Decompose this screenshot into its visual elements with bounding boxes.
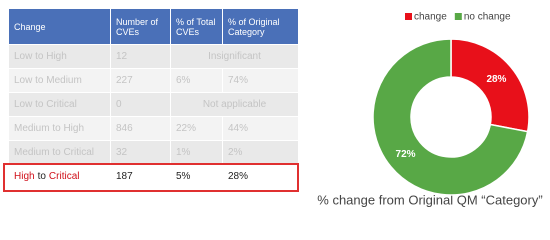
cell-part: to (37, 171, 46, 182)
header-row: Change Number of CVEs% of Total CVEs% of … (8, 8, 299, 45)
cell-part: Critical (48, 171, 80, 182)
table-row: Low to Medium 227 6% 74% (8, 68, 299, 93)
legend-label: change (414, 12, 447, 23)
header-cell: Change (8, 8, 111, 45)
table-cell: 32 (110, 140, 171, 165)
table-row: Medium to Critical 32 1% 2% (8, 140, 299, 165)
chart: % change from Original QM “Category” 28%… (317, 12, 542, 208)
donut-slice (450, 38, 530, 133)
table-cell: 22% (170, 116, 223, 141)
table-row: Medium to High 846 22% 44% (8, 116, 299, 141)
cell-part: High (14, 171, 35, 182)
legend-swatch (454, 13, 462, 20)
data-label: 28% (486, 74, 506, 85)
table-cell: Medium to Critical (8, 140, 111, 165)
table-cell: 5% (170, 164, 223, 189)
table-cell: 28% (222, 164, 299, 189)
highlight-row: High to Critical 187 5% 28% (8, 164, 299, 189)
header-cell: % of Total CVEs (170, 8, 223, 45)
cve-table: Change Number of CVEs% of Total CVEs% of … (8, 8, 299, 189)
table-cell: 12 (110, 44, 171, 69)
table-cell: Low to High (8, 44, 111, 69)
legend-swatch (405, 13, 412, 20)
chart-title: % change from Original QM “Category” (317, 192, 542, 207)
table-cell: Low to Medium (8, 68, 111, 93)
table-cell: 227 (110, 68, 171, 93)
table-row: Low to High 12 Insignificant (8, 44, 299, 69)
table-cell: Low to Critical (8, 92, 111, 117)
table-cell: 6% (170, 68, 223, 93)
table-cell: 187 (110, 164, 171, 189)
table-cell: 0 (110, 92, 171, 117)
legend-label: no change (464, 12, 511, 23)
table-cell: 74% (222, 68, 299, 93)
page: {"table": {"header": ["Change", "Number … (3, 8, 543, 208)
header-cell: % of Original Category (222, 8, 299, 45)
highlight-box (3, 163, 299, 192)
table-cell: Medium to High (8, 116, 111, 141)
table-cell: Insignificant (170, 44, 299, 69)
table-cell: 44% (222, 116, 299, 141)
table-cell: 2% (222, 140, 299, 165)
table-cell: High to Critical (8, 164, 111, 189)
donut-slice (372, 38, 529, 196)
data-label: 72% (396, 149, 416, 160)
